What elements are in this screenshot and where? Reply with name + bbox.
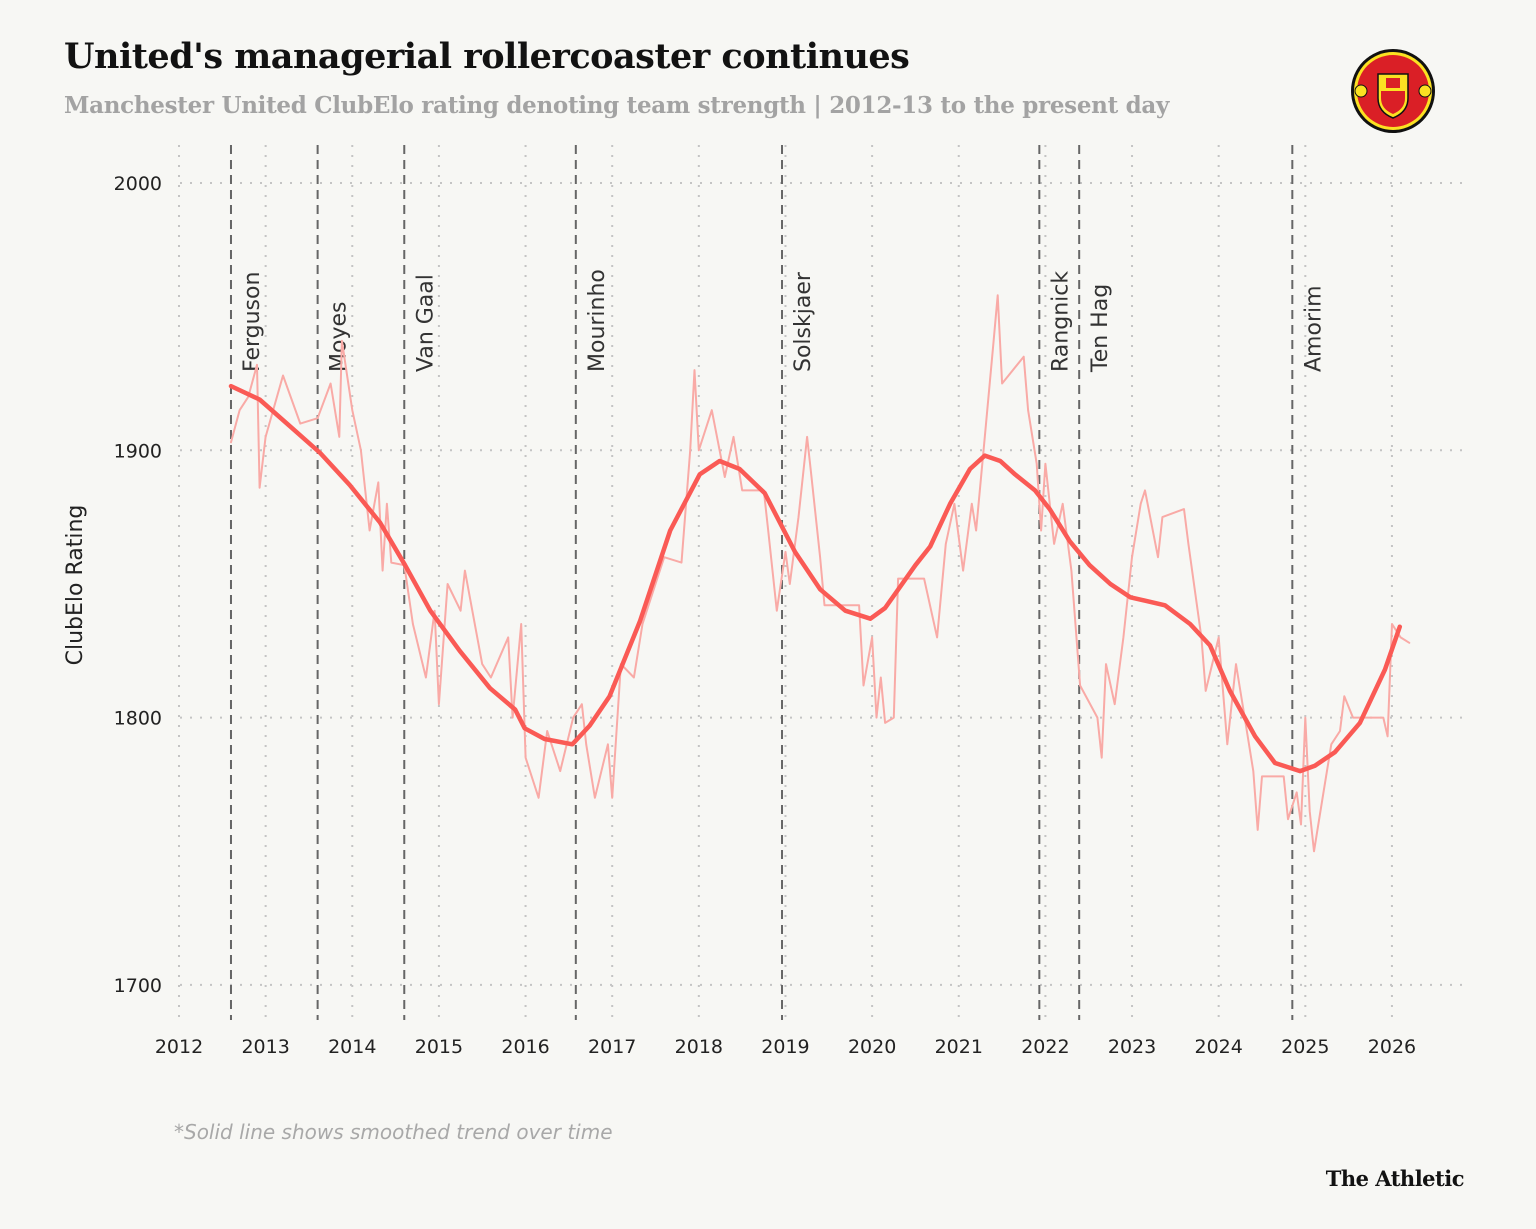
y-tick-label: 1700 — [114, 975, 162, 997]
footnote: *Solid line shows smoothed trend over ti… — [174, 1120, 613, 1144]
manchester-united-crest-logo — [1351, 49, 1435, 133]
y-axis-label: ClubElo Rating — [63, 505, 88, 666]
y-tick-label: 1900 — [114, 440, 162, 462]
manager-label: Amorim — [1301, 285, 1326, 372]
manager-label: Moyes — [327, 302, 352, 372]
x-tick-label: 2015 — [415, 1036, 463, 1058]
manager-label: Solskjaer — [791, 271, 816, 372]
x-tick-label: 2023 — [1108, 1036, 1156, 1058]
x-tick-label: 2016 — [501, 1036, 549, 1058]
manager-label: Rangnick — [1048, 271, 1073, 372]
manager-label: Ten Hag — [1088, 284, 1113, 373]
chart-subtitle: Manchester United ClubElo rating denotin… — [64, 92, 1170, 119]
raw-rating-line — [230, 294, 1411, 853]
x-tick-label: 2024 — [1195, 1036, 1243, 1058]
x-tick-label: 2012 — [155, 1036, 203, 1058]
x-tick-label: 2021 — [935, 1036, 983, 1058]
x-tick-label: 2018 — [675, 1036, 723, 1058]
x-tick-label: 2013 — [241, 1036, 289, 1058]
x-tick-label: 2025 — [1281, 1036, 1329, 1058]
x-tick-label: 2026 — [1368, 1036, 1416, 1058]
y-tick-label: 1800 — [114, 708, 162, 730]
smoothed-trend-line — [228, 383, 1403, 774]
chart-title: United's managerial rollercoaster contin… — [64, 36, 910, 77]
x-tick-label: 2019 — [761, 1036, 809, 1058]
x-tick-label: 2020 — [848, 1036, 896, 1058]
x-tick-label: 2017 — [588, 1036, 636, 1058]
manager-label: Van Gaal — [413, 274, 438, 372]
x-tick-label: 2014 — [328, 1036, 376, 1058]
y-tick-label: 2000 — [114, 173, 162, 195]
manager-label: Ferguson — [240, 272, 265, 372]
x-tick-label: 2022 — [1021, 1036, 1069, 1058]
brand-logo-text: The Athletic — [1325, 1166, 1465, 1191]
manager-label: Mourinho — [585, 269, 610, 372]
